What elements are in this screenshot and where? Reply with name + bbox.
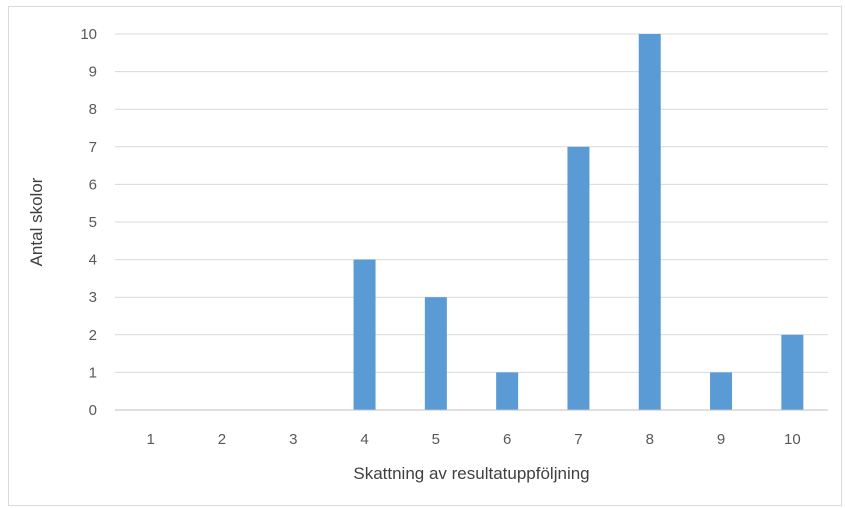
x-axis-title: Skattning av resultatuppföljning	[353, 464, 589, 483]
chart-frame	[8, 6, 842, 506]
bar-6	[496, 372, 519, 410]
y-tick-label: 0	[89, 402, 97, 419]
y-tick-label: 6	[89, 176, 97, 193]
bars	[353, 34, 804, 411]
y-axis-title: Antal skolor	[27, 177, 46, 266]
x-tick-label: 1	[146, 431, 154, 448]
x-tick-label: 3	[289, 431, 297, 448]
y-tick-label: 9	[89, 64, 97, 81]
bar-8	[638, 34, 661, 410]
y-tick-label: 1	[89, 364, 97, 381]
gridlines	[115, 33, 828, 373]
y-tick-label: 10	[80, 26, 97, 43]
y-tick-labels: 0 1 2 3 4 5 6 7 8 9 10	[80, 26, 97, 419]
bar-4	[353, 259, 376, 410]
x-tick-label: 8	[646, 431, 654, 448]
bar-9	[710, 372, 733, 410]
y-tick-label: 2	[89, 327, 97, 344]
y-tick-label: 4	[89, 252, 97, 269]
x-tick-label: 10	[784, 431, 801, 448]
x-tick-label: 4	[360, 431, 368, 448]
x-tick-label: 9	[717, 431, 725, 448]
y-tick-label: 3	[89, 289, 97, 306]
x-tick-label: 7	[574, 431, 582, 448]
x-tick-label: 2	[218, 431, 226, 448]
x-tick-label: 6	[503, 431, 511, 448]
y-tick-label: 5	[89, 214, 97, 231]
bar-10	[781, 334, 804, 410]
y-tick-label: 8	[89, 101, 97, 118]
x-tick-label: 5	[432, 431, 440, 448]
bar-5	[424, 297, 447, 410]
bar-7	[567, 146, 590, 411]
x-tick-labels: 1 2 3 4 5 6 7 8 9 10	[146, 431, 800, 448]
y-tick-label: 7	[89, 139, 97, 156]
